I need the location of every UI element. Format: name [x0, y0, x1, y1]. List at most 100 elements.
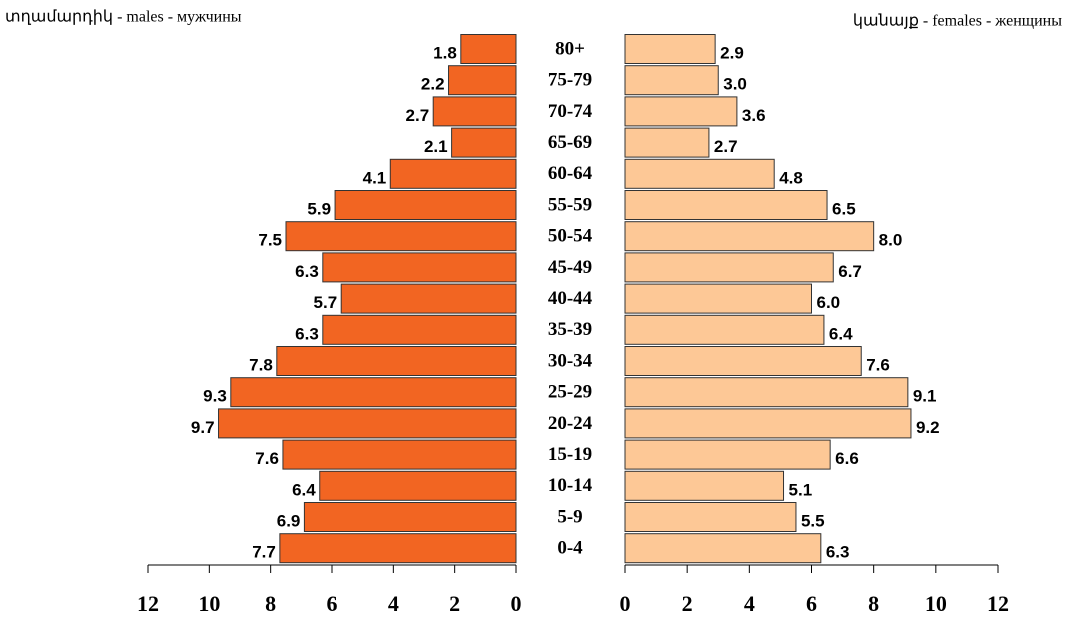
- bar-male: [282, 439, 517, 470]
- value-label: 6.3: [826, 543, 850, 562]
- value-label: 9.3: [203, 387, 227, 406]
- value-label: 6.7: [838, 262, 862, 281]
- x-tick-label: 8: [868, 591, 879, 616]
- bar-female: [624, 34, 716, 64]
- value-label: 7.5: [258, 231, 282, 250]
- category-label: 20-24: [548, 413, 593, 434]
- bar-male: [389, 158, 517, 189]
- value-label: 6.0: [817, 293, 841, 312]
- value-label: 5.5: [801, 511, 825, 530]
- bar-male: [218, 408, 517, 439]
- x-tick-label: 4: [388, 591, 399, 616]
- bar-male: [319, 470, 517, 501]
- x-tick-label: 0: [620, 591, 631, 616]
- category-label: 5-9: [557, 506, 582, 527]
- value-label: 6.4: [292, 480, 316, 499]
- x-tick-label: 12: [137, 591, 159, 616]
- value-label: 2.7: [714, 137, 738, 156]
- value-label: 8.0: [879, 231, 903, 250]
- x-tick-label: 12: [987, 591, 1009, 616]
- bar-female: [624, 65, 719, 96]
- bar-male: [303, 502, 517, 532]
- bar-female: [624, 314, 825, 345]
- value-label: 9.7: [191, 418, 215, 437]
- bar-female: [624, 470, 785, 501]
- value-label: 5.1: [789, 480, 813, 499]
- value-label: 2.2: [421, 75, 445, 94]
- value-label: 7.6: [255, 449, 279, 468]
- value-label: 4.1: [363, 168, 387, 187]
- category-label: 35-39: [548, 319, 592, 340]
- bar-female: [624, 283, 812, 314]
- category-label: 30-34: [548, 350, 593, 371]
- value-label: 5.9: [307, 199, 331, 218]
- bar-male: [460, 34, 517, 64]
- value-label: 4.8: [779, 168, 803, 187]
- bar-male: [432, 96, 517, 127]
- x-tick-label: 2: [449, 591, 460, 616]
- bar-female: [624, 221, 875, 252]
- category-label: 70-74: [548, 101, 593, 122]
- category-label: 55-59: [548, 194, 592, 215]
- bar-male: [276, 346, 517, 376]
- bar-female: [624, 158, 775, 189]
- bar-female: [624, 439, 831, 470]
- category-label: 75-79: [548, 70, 592, 91]
- bar-female: [624, 502, 797, 532]
- x-tick-label: 4: [744, 591, 755, 616]
- bar-male: [230, 377, 517, 408]
- bar-female: [624, 377, 909, 408]
- category-label: 50-54: [548, 226, 593, 247]
- category-label: 45-49: [548, 257, 592, 278]
- bar-male: [322, 314, 517, 345]
- x-tick-label: 10: [198, 591, 220, 616]
- value-label: 9.1: [913, 387, 937, 406]
- legend-females: կանայք - females - женщины: [853, 13, 1062, 30]
- bar-female: [624, 533, 822, 564]
- bar-female: [624, 252, 834, 283]
- bar-female: [624, 346, 862, 376]
- bar-male: [451, 127, 517, 158]
- bar-female: [624, 96, 738, 127]
- value-label: 6.3: [295, 262, 319, 281]
- value-label: 3.6: [742, 106, 766, 125]
- value-label: 9.2: [916, 418, 940, 437]
- x-tick-label: 6: [327, 591, 338, 616]
- value-label: 6.3: [295, 324, 319, 343]
- bar-male: [285, 221, 517, 252]
- x-tick-label: 10: [925, 591, 947, 616]
- value-label: 3.0: [723, 75, 747, 94]
- value-label: 2.7: [406, 106, 430, 125]
- category-label: 80+: [555, 38, 585, 59]
- value-label: 6.6: [835, 449, 859, 468]
- category-label: 40-44: [548, 288, 593, 309]
- value-label: 1.8: [433, 43, 457, 62]
- x-tick-label: 0: [511, 591, 522, 616]
- value-label: 5.7: [314, 293, 338, 312]
- bar-female: [624, 408, 912, 439]
- bar-female: [624, 190, 828, 220]
- bar-male: [448, 65, 517, 96]
- bar-male: [322, 252, 517, 283]
- bar-male: [279, 533, 517, 564]
- legend-males: տղամարդիկ - males - мужчины: [5, 9, 242, 26]
- category-label: 0-4: [557, 538, 583, 559]
- value-label: 7.8: [249, 355, 273, 374]
- value-label: 7.6: [866, 355, 890, 374]
- value-label: 6.5: [832, 199, 856, 218]
- category-label: 15-19: [548, 444, 592, 465]
- bar-female: [624, 127, 710, 158]
- value-label: 6.9: [277, 511, 301, 530]
- value-label: 6.4: [829, 324, 853, 343]
- x-tick-label: 6: [806, 591, 817, 616]
- category-label: 25-29: [548, 382, 592, 403]
- value-label: 2.1: [424, 137, 448, 156]
- x-tick-label: 2: [682, 591, 693, 616]
- category-label: 60-64: [548, 163, 593, 184]
- category-label: 10-14: [548, 475, 593, 496]
- bar-male: [340, 283, 517, 314]
- x-tick-label: 8: [265, 591, 276, 616]
- category-label: 65-69: [548, 132, 592, 153]
- bar-male: [334, 190, 517, 220]
